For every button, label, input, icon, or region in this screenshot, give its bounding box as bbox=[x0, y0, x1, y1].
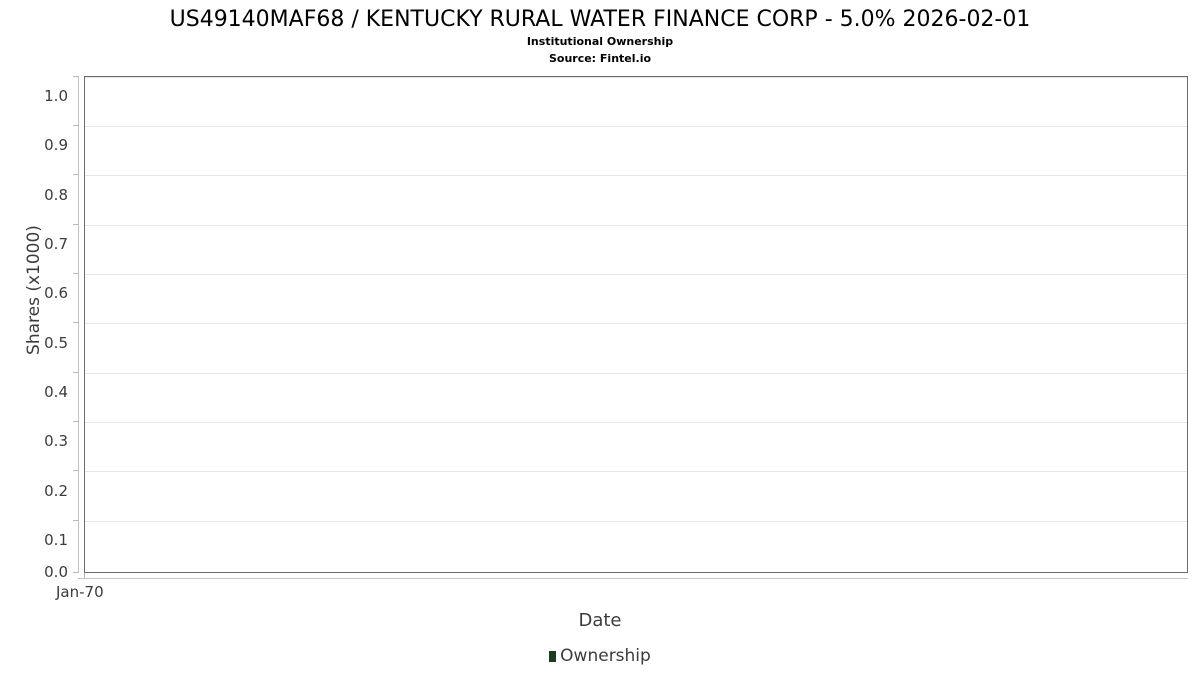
y-tick-mark bbox=[73, 572, 79, 573]
y-tick-label: 0.8 bbox=[44, 186, 68, 204]
x-axis-title: Date bbox=[578, 610, 622, 631]
y-tick-mark bbox=[73, 125, 79, 126]
y-tick-mark bbox=[73, 224, 79, 225]
gridline bbox=[85, 225, 1187, 226]
y-tick-label: 0.1 bbox=[44, 531, 68, 549]
chart-source-attribution: Source: Fintel.io bbox=[548, 52, 652, 65]
y-tick-mark bbox=[73, 273, 79, 274]
data-series-canvas bbox=[85, 77, 1187, 572]
gridline bbox=[85, 77, 1187, 78]
gridline bbox=[85, 323, 1187, 324]
chart-title: US49140MAF68 / KENTUCKY RURAL WATER FINA… bbox=[169, 7, 1031, 32]
legend-label: Ownership bbox=[560, 646, 651, 666]
y-tick-label: 1.0 bbox=[44, 87, 68, 105]
y-tick-mark bbox=[73, 421, 79, 422]
legend-swatch-icon bbox=[549, 651, 557, 662]
gridline bbox=[85, 274, 1187, 275]
plot-area bbox=[84, 76, 1188, 573]
y-tick-mark bbox=[73, 322, 79, 323]
gridline bbox=[85, 175, 1187, 176]
y-tick-label: 0.0 bbox=[44, 563, 68, 581]
y-tick-mark bbox=[73, 470, 79, 471]
gridline bbox=[85, 373, 1187, 374]
gridline bbox=[85, 521, 1187, 522]
y-tick-label: 0.5 bbox=[44, 334, 68, 352]
y-tick-mark bbox=[73, 520, 79, 521]
y-tick-label: 0.3 bbox=[44, 432, 68, 450]
y-tick-label: 0.4 bbox=[44, 383, 68, 401]
x-axis-spine bbox=[78, 578, 1188, 579]
gridline bbox=[85, 126, 1187, 127]
gridline bbox=[85, 422, 1187, 423]
gridline bbox=[85, 471, 1187, 472]
x-tick-label: Jan-70 bbox=[56, 583, 104, 601]
y-tick-label: 0.6 bbox=[44, 284, 68, 302]
chart-legend: Ownership bbox=[0, 648, 1200, 665]
y-tick-label: 0.7 bbox=[44, 235, 68, 253]
legend-item-ownership[interactable]: Ownership bbox=[549, 648, 651, 665]
y-axis-title: Shares (x1000) bbox=[24, 225, 44, 355]
y-tick-mark bbox=[73, 76, 79, 77]
y-axis-spine bbox=[78, 76, 79, 573]
y-tick-label: 0.9 bbox=[44, 136, 68, 154]
y-tick-mark bbox=[73, 372, 79, 373]
y-tick-mark bbox=[73, 174, 79, 175]
y-tick-label: 0.2 bbox=[44, 482, 68, 500]
x-tick-mark bbox=[84, 573, 85, 579]
chart-subtitle: Institutional Ownership bbox=[526, 35, 674, 48]
